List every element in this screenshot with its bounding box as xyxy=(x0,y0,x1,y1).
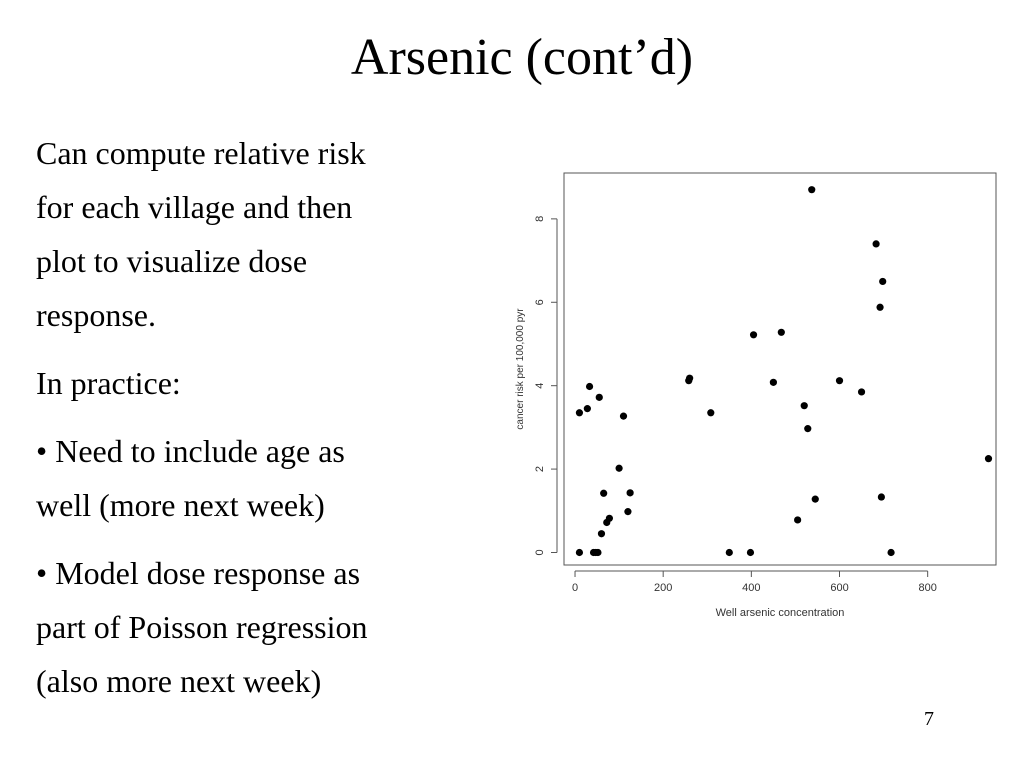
text-line: (also more next week) xyxy=(36,663,322,699)
x-tick-label: 0 xyxy=(572,582,578,594)
data-point xyxy=(835,377,844,385)
data-point xyxy=(594,548,602,557)
data-point xyxy=(600,489,608,497)
text-line: • Model dose response as xyxy=(36,555,361,591)
data-point xyxy=(794,516,802,524)
data-point xyxy=(597,530,606,538)
text-line: well (more next week) xyxy=(36,487,325,523)
data-point xyxy=(575,409,584,417)
data-point xyxy=(769,378,777,386)
paragraph-intro: Can compute relative risk for each villa… xyxy=(36,126,536,342)
data-point xyxy=(707,409,715,417)
text-line: • Need to include age as xyxy=(36,433,345,469)
data-point xyxy=(624,508,632,516)
data-point xyxy=(686,374,694,382)
y-tick-label: 2 xyxy=(534,466,546,472)
text-line: In practice: xyxy=(36,365,181,401)
data-point xyxy=(626,489,634,497)
bullet-poisson: • Model dose response as part of Poisson… xyxy=(36,546,536,708)
data-point xyxy=(879,277,887,286)
data-point xyxy=(800,402,808,410)
data-point xyxy=(725,548,733,557)
plot-frame xyxy=(563,172,997,566)
data-point xyxy=(887,548,895,557)
data-point xyxy=(585,382,594,391)
data-point xyxy=(619,412,628,420)
page-number: 7 xyxy=(924,708,934,730)
data-point xyxy=(583,405,591,413)
text-line: for each village and then xyxy=(36,189,353,225)
slide-title: Arsenic (cont’d) xyxy=(350,29,694,86)
text-line: plot to visualize dose xyxy=(36,243,308,279)
data-point xyxy=(984,455,993,463)
y-tick-label: 0 xyxy=(534,549,546,555)
data-points xyxy=(575,186,993,557)
text-line: Can compute relative risk xyxy=(36,135,366,171)
data-point xyxy=(872,240,880,248)
data-point xyxy=(575,548,584,557)
y-axis: 0 2 4 6 8 xyxy=(534,216,558,556)
x-tick-label: 400 xyxy=(742,582,760,594)
data-point xyxy=(876,303,884,311)
paragraph-in-practice: In practice: xyxy=(36,356,536,410)
y-tick-label: 6 xyxy=(534,299,546,305)
x-axis-label: Well arsenic concentration xyxy=(716,607,845,619)
data-point xyxy=(605,514,614,522)
scatter-chart: 0 200 400 600 800 0 2 4 6 8 Well arsenic concent… xyxy=(515,172,997,619)
slide-body: Can compute relative risk for each villa… xyxy=(36,126,536,722)
data-point xyxy=(777,328,785,336)
x-tick-label: 200 xyxy=(654,582,672,594)
x-tick-label: 800 xyxy=(918,582,936,594)
y-axis-label: cancer risk per 100,000 pyr xyxy=(515,308,526,430)
x-tick-label: 600 xyxy=(830,582,848,594)
text-line: response. xyxy=(36,297,156,333)
bullet-age: • Need to include age as well (more next… xyxy=(36,424,536,532)
data-point xyxy=(615,464,623,472)
data-point xyxy=(804,425,812,433)
data-point xyxy=(595,393,603,401)
data-point xyxy=(811,495,819,503)
data-point xyxy=(746,548,755,557)
data-point xyxy=(808,186,816,194)
x-axis: 0 200 400 600 800 xyxy=(572,570,937,594)
data-point xyxy=(857,388,866,396)
data-point xyxy=(877,493,885,501)
y-tick-label: 8 xyxy=(534,216,546,222)
y-tick-label: 4 xyxy=(534,383,546,389)
data-point xyxy=(749,331,758,339)
text-line: part of Poisson regression xyxy=(36,609,368,645)
